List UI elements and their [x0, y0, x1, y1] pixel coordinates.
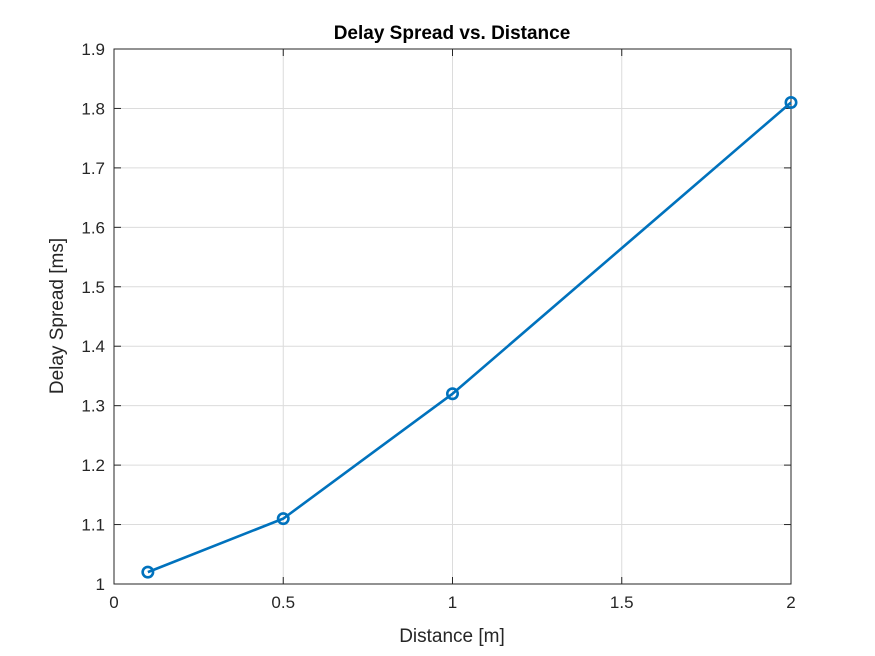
- x-tick-label: 0.5: [271, 593, 295, 612]
- series-line: [147, 101, 792, 574]
- y-tick-label: 1.2: [81, 456, 105, 475]
- y-tick-label: 1.3: [81, 397, 105, 416]
- series: [141, 96, 798, 579]
- y-tick-label: 1.5: [81, 278, 105, 297]
- x-tick-label: 1.5: [610, 593, 634, 612]
- y-tick-label: 1.7: [81, 159, 105, 178]
- data-point-marker: [784, 96, 798, 110]
- y-axis-label: Delay Spread [ms]: [47, 238, 68, 394]
- data-point-marker: [276, 512, 290, 526]
- chart-title: Delay Spread vs. Distance: [334, 23, 571, 44]
- x-tick-label: 2: [786, 593, 795, 612]
- y-tick-label: 1.9: [81, 40, 105, 59]
- x-axis-label: Distance [m]: [399, 626, 505, 647]
- y-tick-label: 1.6: [81, 218, 105, 237]
- data-point-marker: [445, 387, 459, 401]
- y-tick-label: 1.4: [81, 337, 105, 356]
- x-tick-label: 0: [109, 593, 118, 612]
- y-tick-label: 1.1: [81, 516, 105, 535]
- y-tick-label: 1.8: [81, 99, 105, 118]
- ticks: 0 0.5 1 1.5 2 1 1.1 1.2 1.3 1.4 1.5 1.6 1.7 1.8 1.9: [81, 40, 795, 612]
- y-tick-label: 1: [96, 575, 105, 594]
- data-point-marker: [141, 565, 155, 579]
- x-tick-label: 1: [448, 593, 457, 612]
